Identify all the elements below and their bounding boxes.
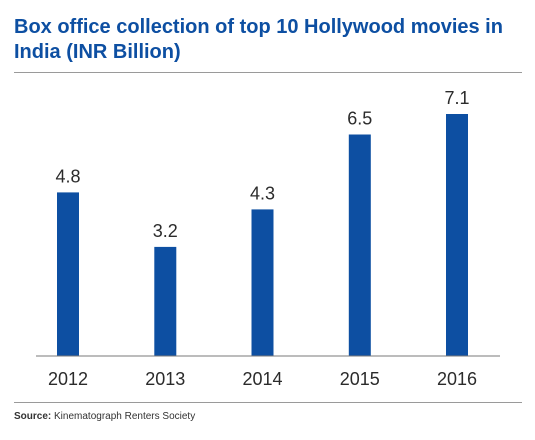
bar-2016: [446, 114, 468, 356]
bar-value-label-2014: 4.3: [250, 183, 275, 203]
x-tick-labels: 2012 2013 2014 2015 2016: [48, 369, 477, 389]
source-key: Source:: [14, 411, 52, 422]
bar-value-label-2013: 3.2: [153, 221, 178, 241]
x-tick-label-2012: 2012: [48, 369, 88, 389]
bar-2014: [251, 209, 274, 356]
source-divider: [14, 402, 522, 403]
bar-group: 4.8 3.2 4.3 6.5 7.1: [55, 88, 470, 356]
source-text: Kinematograph Renters Society: [54, 411, 196, 422]
bar-2012: [57, 192, 79, 356]
title-divider: [14, 72, 522, 73]
bar-value-label-2016: 7.1: [444, 88, 469, 108]
x-tick-label-2013: 2013: [145, 369, 185, 389]
bar-value-label-2015: 6.5: [347, 109, 372, 129]
x-tick-label-2016: 2016: [437, 369, 477, 389]
x-tick-label-2015: 2015: [340, 369, 380, 389]
chart-title: Box office collection of top 10 Hollywoo…: [14, 16, 503, 63]
x-tick-label-2014: 2014: [242, 369, 282, 389]
source-note: Source: Kinematograph Renters Society: [14, 411, 195, 423]
bar-2015: [348, 134, 371, 356]
bar-value-label-2012: 4.8: [55, 166, 80, 186]
bar-2013: [154, 246, 177, 356]
